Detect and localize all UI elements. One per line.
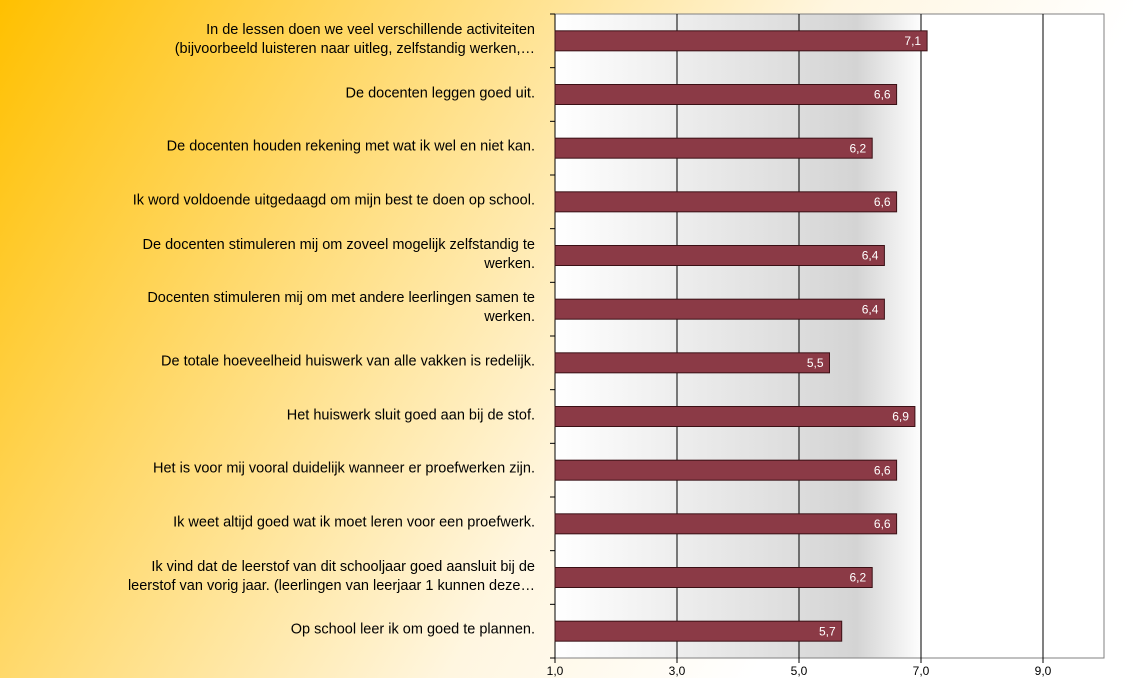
bar	[554, 567, 873, 588]
bar	[554, 406, 916, 427]
value-label: 6,6	[874, 517, 891, 531]
y-tick-label: Ik vind dat de leerstof van dit schoolja…	[127, 558, 535, 594]
value-label: 5,7	[819, 624, 836, 638]
value-label: 6,6	[874, 463, 891, 477]
value-label: 6,6	[874, 195, 891, 209]
bar	[554, 459, 898, 481]
bar	[554, 245, 885, 266]
x-tick-label: 9,0	[1035, 664, 1052, 678]
y-tick-label: De docenten stimuleren mij om zoveel mog…	[142, 236, 536, 272]
y-tick-label: Ik weet altijd goed wat ik moet leren vo…	[173, 514, 535, 531]
value-label: 6,2	[850, 141, 867, 155]
y-tick-label: De docenten leggen goed uit.	[345, 85, 535, 101]
y-tick-label: Op school leer ik om goed te plannen.	[290, 621, 535, 638]
bar	[554, 191, 898, 213]
x-tick-label: 7,0	[913, 664, 930, 678]
bar	[554, 620, 843, 642]
value-label: 6,6	[874, 88, 891, 102]
bar	[554, 298, 885, 320]
value-label: 5,5	[807, 356, 824, 370]
bar	[554, 30, 928, 52]
x-tick-label: 1,0	[547, 664, 564, 678]
x-tick-label: 3,0	[669, 664, 686, 678]
x-tick-label: 5,0	[791, 664, 808, 678]
value-label: 6,4	[862, 302, 879, 316]
y-tick-label: Het huiswerk sluit goed aan bij de stof.	[286, 407, 535, 423]
y-tick-label: De totale hoeveelheid huiswerk van alle …	[161, 353, 535, 370]
y-tick-label: Het is voor mij vooral duidelijk wanneer…	[153, 460, 535, 477]
value-label: 7,1	[904, 34, 921, 48]
bar	[554, 137, 873, 159]
value-label: 6,4	[862, 249, 879, 263]
value-label: 6,2	[850, 571, 867, 585]
bar	[554, 84, 898, 105]
y-tick-label: In de lessen doen we veel verschillende …	[174, 21, 535, 57]
y-tick-label: Ik word voldoende uitgedaagd om mijn bes…	[132, 192, 535, 209]
bar	[554, 352, 830, 374]
plot-area	[554, 13, 1105, 659]
y-tick-label: De docenten houden rekening met wat ik w…	[166, 138, 535, 155]
value-label: 6,9	[892, 410, 909, 424]
y-tick-label: Docenten stimuleren mij om met andere le…	[147, 290, 535, 326]
bar	[554, 513, 898, 535]
